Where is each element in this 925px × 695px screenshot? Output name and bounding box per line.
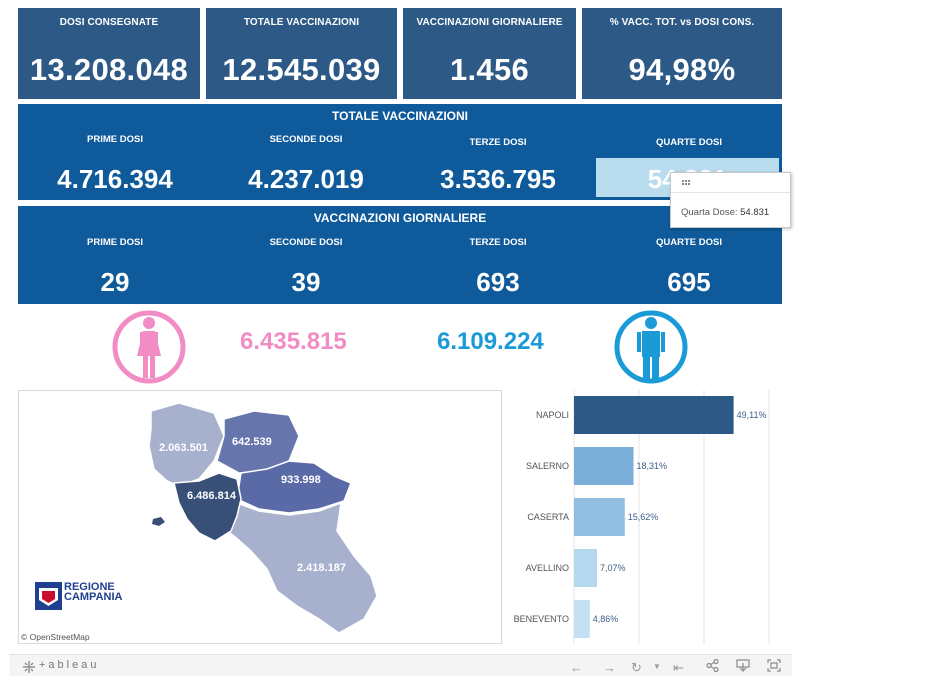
totale-terze-dosi: TERZE DOSI 3.536.795 xyxy=(403,137,593,195)
value-label: 49,11% xyxy=(737,410,767,420)
totale-seconde-dosi: SECONDE DOSI 4.237.019 xyxy=(211,134,401,195)
totale-quarte-dosi[interactable]: QUARTE DOSI xyxy=(594,137,784,148)
bar-napoli[interactable] xyxy=(574,396,734,434)
province-bar-chart: NAPOLI 49,11% SALERNO 18,31% CASERTA 15,62% AV… xyxy=(505,390,780,644)
vaccinazioni-giornaliere-panel: VACCINAZIONI GIORNALIERE PRIME DOSI 29 S… xyxy=(18,206,782,304)
value-label: 4,86% xyxy=(593,614,619,624)
kpi-value: 94,98% xyxy=(628,52,736,87)
fullscreen-icon[interactable] xyxy=(767,659,781,675)
female-icon xyxy=(112,310,186,384)
bar-caserta[interactable] xyxy=(574,498,625,536)
category-label: CASERTA xyxy=(527,512,569,522)
giornaliere-prime-dosi: PRIME DOSI 29 xyxy=(20,237,210,298)
island-ischia xyxy=(152,517,165,526)
kpi-value: 12.545.039 xyxy=(222,52,381,87)
undo-icon[interactable]: ← xyxy=(570,660,583,675)
logo-line-2: CAMPANIA xyxy=(64,591,123,603)
bar-benevento[interactable] xyxy=(574,600,590,638)
label-avellino: 933.998 xyxy=(281,474,321,486)
panel-title: VACCINAZIONI GIORNALIERE xyxy=(313,211,487,225)
tooltip-value: 54.831 xyxy=(740,207,770,218)
value-label: 7,07% xyxy=(600,563,626,573)
label-napoli: 6.486.814 xyxy=(187,490,236,502)
totale-prime-dosi: PRIME DOSI 4.716.394 xyxy=(20,134,210,195)
col-value: 4.716.394 xyxy=(57,164,173,194)
panel-title: TOTALE VACCINAZIONI xyxy=(332,109,468,123)
totale-vaccinazioni-panel: TOTALE VACCINAZIONI PRIME DOSI 4.716.394… xyxy=(18,104,782,200)
share-icon[interactable] xyxy=(706,658,719,675)
giornaliere-quarte-dosi: QUARTE DOSI 695 xyxy=(594,237,784,298)
province-avellino[interactable] xyxy=(236,460,352,514)
download-icon[interactable] xyxy=(736,659,750,675)
col-value: 695 xyxy=(667,267,711,297)
kpi-totale-vaccinazioni: TOTALE VACCINAZIONI 12.545.039 xyxy=(206,8,397,99)
category-label: BENEVENTO xyxy=(514,614,569,624)
bar-avellino[interactable] xyxy=(574,549,597,587)
col-label: TERZE DOSI xyxy=(469,137,527,148)
redo-icon[interactable]: → xyxy=(603,660,616,675)
value-label: 18,31% xyxy=(637,461,668,471)
male-icon xyxy=(614,310,688,384)
tableau-brand[interactable]: +ableau xyxy=(39,659,100,671)
kpi-value: 13.208.048 xyxy=(29,52,189,87)
tooltip: Quarta Dose: 54.831 xyxy=(670,172,791,228)
category-label: AVELLINO xyxy=(526,563,569,573)
col-label: TERZE DOSI xyxy=(469,237,527,248)
map-attribution[interactable]: © OpenStreetMap xyxy=(21,632,90,642)
regione-campania-logo-text: REGIONE CAMPANIA xyxy=(64,581,123,603)
regione-campania-logo-icon xyxy=(35,582,62,610)
col-label: QUARTE DOSI xyxy=(656,137,722,148)
col-value: 29 xyxy=(100,267,130,297)
col-label: PRIME DOSI xyxy=(87,237,143,248)
campania-map[interactable]: 2.063.501 642.539 933.998 6.486.814 2.41… xyxy=(18,390,502,644)
col-value: 39 xyxy=(291,267,321,297)
label-caserta: 2.063.501 xyxy=(159,442,208,454)
giornaliere-seconde-dosi: SECONDE DOSI 39 xyxy=(211,237,401,298)
col-value: 693 xyxy=(476,267,520,297)
reset-icon[interactable]: ⇤ xyxy=(673,660,684,675)
col-value: 4.237.019 xyxy=(248,164,364,194)
tableau-logo-icon[interactable] xyxy=(23,660,35,673)
tooltip-text: Quarta Dose: 54.831 xyxy=(681,207,769,218)
tooltip-header xyxy=(671,173,790,193)
kpi-label: DOSI CONSEGNATE xyxy=(59,17,159,28)
revert-icon[interactable]: ↻ xyxy=(631,660,642,675)
value-label: 15,62% xyxy=(628,512,659,522)
bar-chart-svg: NAPOLI 49,11% SALERNO 18,31% CASERTA 15,62% AV… xyxy=(514,390,770,644)
tooltip-label: Quarta Dose: xyxy=(681,207,738,218)
label-benevento: 642.539 xyxy=(232,436,272,448)
tableau-toolbar: +ableau ← → ↻ ▼ ⇤ xyxy=(9,654,792,676)
category-label: SALERNO xyxy=(526,461,569,471)
kpi-dosi-consegnate: DOSI CONSEGNATE 13.208.048 xyxy=(18,8,200,99)
grid-icon[interactable] xyxy=(682,179,691,186)
male-total: 6.109.224 xyxy=(437,328,544,355)
chevron-down-icon[interactable]: ▼ xyxy=(653,662,661,671)
logo-line-1: REGIONE xyxy=(64,581,115,593)
kpi-label: TOTALE VACCINAZIONI xyxy=(243,17,360,28)
kpi-percent-vacc: % VACC. TOT. vs DOSI CONS. 94,98% xyxy=(582,8,782,99)
kpi-label: % VACC. TOT. vs DOSI CONS. xyxy=(609,17,755,28)
female-total: 6.435.815 xyxy=(240,328,347,355)
kpi-value: 1.456 xyxy=(449,52,530,87)
province-salerno[interactable] xyxy=(223,501,378,634)
category-label: NAPOLI xyxy=(536,410,569,420)
col-label: PRIME DOSI xyxy=(87,134,143,145)
col-value: 3.536.795 xyxy=(440,164,556,194)
giornaliere-terze-dosi: TERZE DOSI 693 xyxy=(403,237,593,298)
col-label: QUARTE DOSI xyxy=(656,237,722,248)
col-label: SECONDE DOSI xyxy=(269,134,343,145)
map-svg xyxy=(148,402,378,634)
kpi-label: VACCINAZIONI GIORNALIERE xyxy=(416,17,563,28)
bar-salerno[interactable] xyxy=(574,447,634,485)
col-label: SECONDE DOSI xyxy=(269,237,343,248)
province-napoli[interactable] xyxy=(173,472,242,542)
label-salerno: 2.418.187 xyxy=(297,562,346,574)
kpi-vaccinazioni-giornaliere: VACCINAZIONI GIORNALIERE 1.456 xyxy=(403,8,576,99)
